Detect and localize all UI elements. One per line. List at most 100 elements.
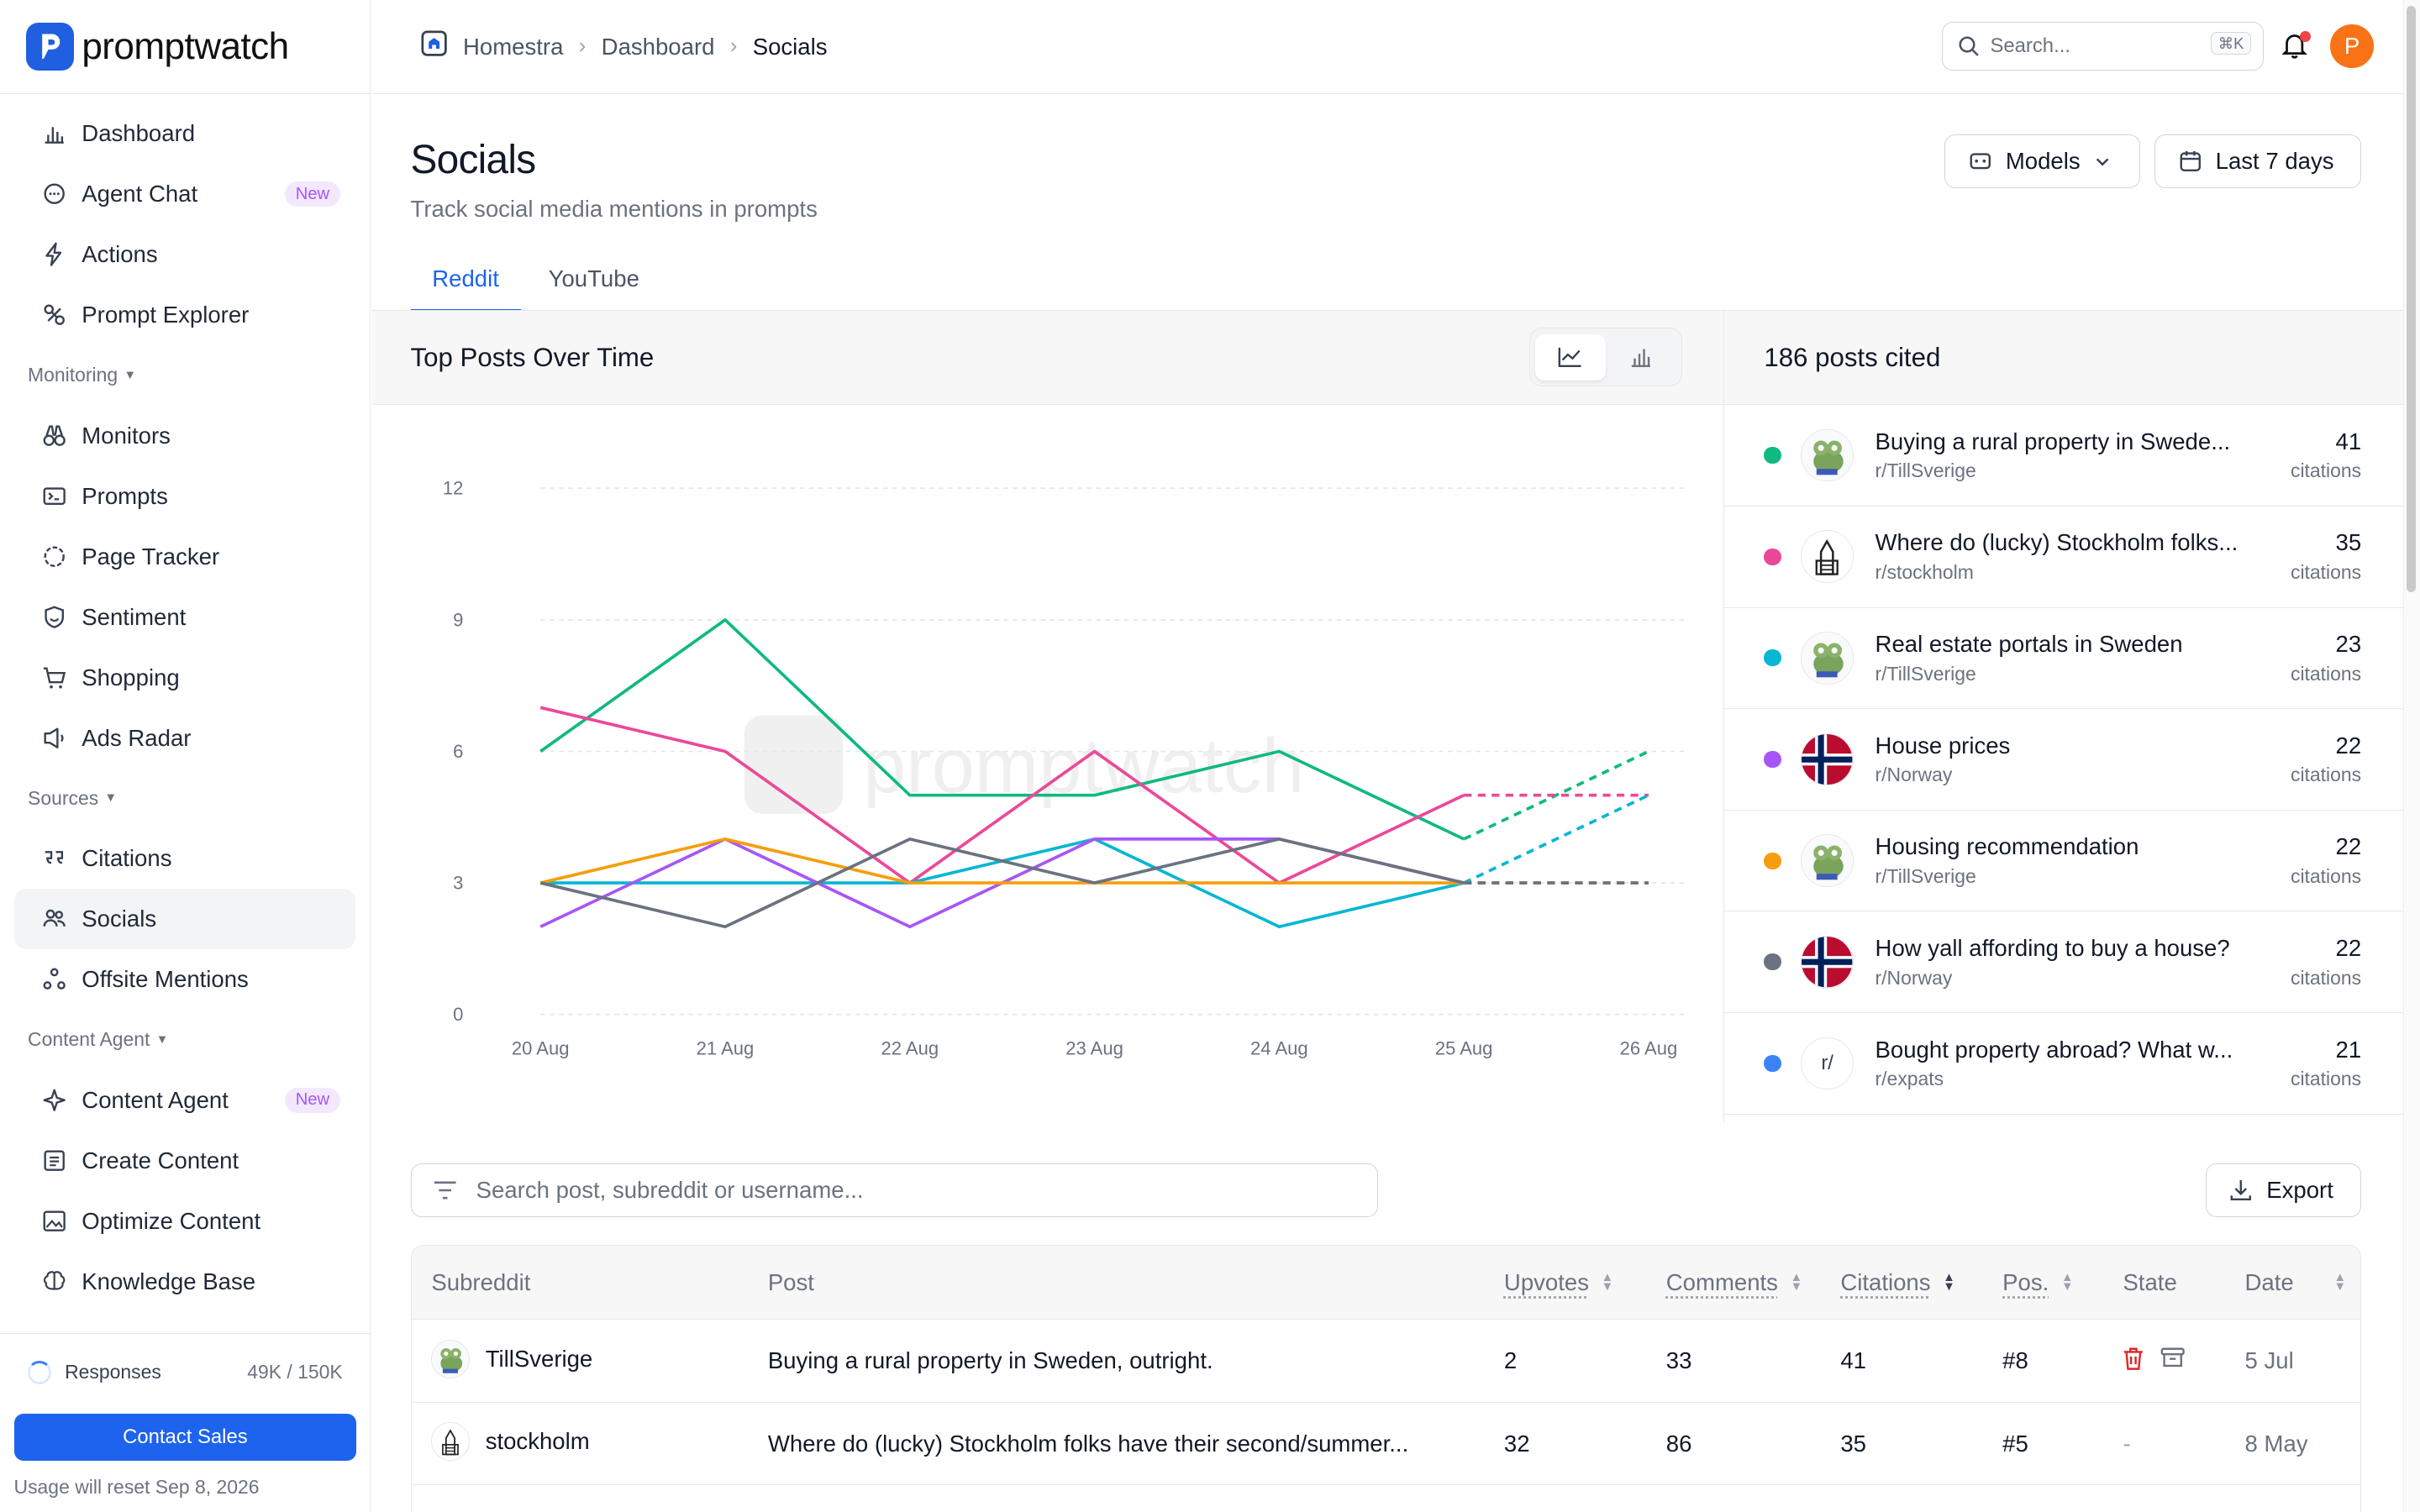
sidebar-item-label: Page Tracker — [82, 543, 220, 570]
sidebar-item-knowledge-base[interactable]: Knowledge Base — [14, 1252, 356, 1312]
sidebar-item-label: Socials — [82, 906, 157, 932]
sidebar-item-optimize-content[interactable]: Optimize Content — [14, 1191, 356, 1252]
section-label: Content Agent — [28, 1028, 150, 1051]
sidebar-item-socials[interactable]: Socials — [13, 889, 356, 950]
cited-post-item[interactable]: How yall affording to buy a house? r/Norw… — [1723, 911, 2403, 1014]
subreddit-avatar — [1801, 834, 1854, 887]
col-date[interactable]: Date ▲ ▼ — [2244, 1268, 2346, 1295]
sort-icon: ▲ ▼ — [1601, 1270, 1614, 1294]
cited-post-item[interactable]: Real estate portals in Sweden r/TillSveri… — [1723, 608, 2403, 710]
breadcrumb-workspace[interactable]: Homestra — [462, 33, 564, 60]
logo[interactable]: promptwatch — [0, 0, 370, 95]
models-dropdown[interactable]: Models — [1944, 134, 2141, 189]
citations-label: citations — [2290, 1068, 2362, 1090]
chart-card-header: Top Posts Over Time — [371, 311, 1723, 406]
bell-icon[interactable] — [2281, 31, 2308, 66]
cited-post-item[interactable]: Buying a rural property in Swede... r/Til… — [1723, 405, 2403, 507]
sidebar-item-label: Content Agent — [82, 1086, 229, 1113]
comments-value: 33 — [1665, 1347, 1692, 1374]
sidebar-item-monitors[interactable]: Monitors — [14, 406, 356, 466]
cited-post-item[interactable]: House prices r/Norway 22 citations — [1723, 709, 2403, 811]
sidebar-item-citations[interactable]: Citations — [14, 828, 356, 889]
date-range-button[interactable]: Last 7 days — [2154, 134, 2362, 189]
trash-icon[interactable] — [2123, 1347, 2144, 1371]
citation-count: 35 — [2335, 529, 2362, 556]
y-tick-label: 6 — [453, 741, 463, 762]
citations-label: citations — [2290, 864, 2362, 887]
subreddit-avatar — [1801, 530, 1854, 583]
post-subreddit: r/expats — [1875, 1068, 1944, 1090]
section-monitoring[interactable]: Monitoring ▼ — [0, 345, 370, 406]
page-scrollbar[interactable] — [2402, 0, 2420, 1512]
tab-youtube[interactable]: YouTube — [548, 265, 639, 291]
table-row[interactable]: TillSverige Buying a rural property in S… — [411, 1320, 2361, 1403]
search-input[interactable]: Search... ⌘K — [1941, 21, 2265, 71]
tab-reddit[interactable]: Reddit — [410, 255, 521, 312]
subreddit-name[interactable]: TillSverige — [485, 1346, 593, 1373]
chevron-right-icon: › — [578, 34, 587, 59]
usage-ring-icon — [28, 1361, 51, 1384]
chart-title: Top Posts Over Time — [410, 342, 655, 372]
sidebar-item-prompts[interactable]: Prompts — [14, 466, 356, 527]
subreddit-avatar-text: r/ — [1821, 1051, 1833, 1074]
subreddit-avatar: r/ — [1801, 1037, 1854, 1090]
post-title[interactable]: Where do (lucky) Stockholm folks have th… — [767, 1430, 1409, 1457]
section-sources[interactable]: Sources ▼ — [0, 769, 370, 829]
sidebar-item-label: Create Content — [82, 1147, 239, 1173]
post-title: Where do (lucky) Stockholm folks... — [1875, 529, 2238, 556]
sidebar-item-prompt-explorer[interactable]: Prompt Explorer — [14, 285, 356, 345]
sidebar-item-agent-chat[interactable]: Agent Chat New — [14, 164, 356, 224]
cited-post-item[interactable]: r/ Bought property abroad? What w... r/ex… — [1723, 1013, 2403, 1115]
usage-reset-text: Usage will reset Sep 8, 2026 — [13, 1475, 260, 1498]
col-upvotes[interactable]: Upvotes ▲ ▼ — [1503, 1268, 1614, 1295]
posts-cited-title: 186 posts cited — [1764, 342, 1941, 372]
binoculars-icon — [42, 423, 66, 448]
explorer-icon — [42, 302, 66, 327]
sidebar-item-page-tracker[interactable]: Page Tracker — [14, 527, 356, 587]
sidebar-item-content-agent[interactable]: Content Agent New — [14, 1070, 356, 1131]
sidebar-item-ads-radar[interactable]: Ads Radar — [14, 708, 356, 769]
series-color-dot — [1764, 750, 1781, 769]
breadcrumb-dashboard[interactable]: Dashboard — [601, 33, 715, 60]
sidebar-item-offsite-mentions[interactable]: Offsite Mentions — [14, 949, 356, 1010]
subreddit-name[interactable]: stockholm — [485, 1428, 590, 1455]
sidebar-item-dashboard[interactable]: Dashboard — [14, 103, 356, 164]
scrollbar-thumb[interactable] — [2407, 6, 2417, 593]
col-citations[interactable]: Citations ▲ ▼ — [1840, 1268, 1955, 1295]
posts-list: Buying a rural property in Swede... r/Til… — [1723, 405, 2403, 1115]
date-value: 5 Jul — [2244, 1347, 2294, 1374]
export-label: Export — [2266, 1177, 2333, 1203]
cited-post-item[interactable]: Housing recommendation r/TillSverige 22 ci… — [1723, 811, 2403, 912]
post-search-input[interactable]: Search post, subreddit or username... — [410, 1163, 1379, 1218]
sidebar-item-create-content[interactable]: Create Content — [14, 1131, 356, 1191]
sentiment-icon — [42, 605, 66, 629]
export-button[interactable]: Export — [2205, 1163, 2362, 1218]
col-position[interactable]: Pos. ▲ ▼ — [2002, 1268, 2074, 1295]
new-badge: New — [284, 1087, 340, 1113]
post-subreddit: r/TillSverige — [1875, 662, 1976, 685]
section-content-agent[interactable]: Content Agent ▼ — [0, 1010, 370, 1070]
post-title[interactable]: Buying a rural property in Sweden, outri… — [767, 1347, 1213, 1374]
archive-icon[interactable] — [2160, 1347, 2185, 1368]
date-range-label: Last 7 days — [2215, 147, 2334, 174]
post-subreddit: r/TillSverige — [1875, 864, 1976, 887]
chevron-down-icon — [2096, 158, 2109, 166]
sidebar-item-actions[interactable]: Actions — [14, 224, 356, 285]
models-label: Models — [2005, 147, 2081, 174]
user-avatar[interactable]: P — [2330, 24, 2374, 68]
x-tick-label: 21 Aug — [696, 1037, 754, 1058]
x-tick-label: 22 Aug — [881, 1037, 939, 1058]
sidebar-item-shopping[interactable]: Shopping — [14, 648, 356, 708]
line-chart-toggle[interactable] — [1534, 333, 1607, 381]
contact-sales-button[interactable]: Contact Sales — [13, 1414, 357, 1461]
bar-chart-toggle[interactable] — [1606, 334, 1676, 381]
col-comments[interactable]: Comments ▲ ▼ — [1665, 1268, 1803, 1295]
table-body: TillSverige Buying a rural property in S… — [411, 1320, 2361, 1485]
sidebar-item-sentiment[interactable]: Sentiment — [14, 587, 356, 648]
cited-post-item[interactable]: Where do (lucky) Stockholm folks... r/sto… — [1723, 507, 2403, 608]
page-subtitle: Track social media mentions in prompts — [410, 196, 818, 223]
chart-type-toggle — [1529, 328, 1682, 387]
caret-down-icon: ▼ — [124, 368, 137, 382]
table-row[interactable]: stockholm Where do (lucky) Stockholm fol… — [411, 1403, 2361, 1485]
top-posts-chart-card: Top Posts Over Time promptwatch 0 3 6 9 12 20 … — [371, 310, 1724, 1124]
